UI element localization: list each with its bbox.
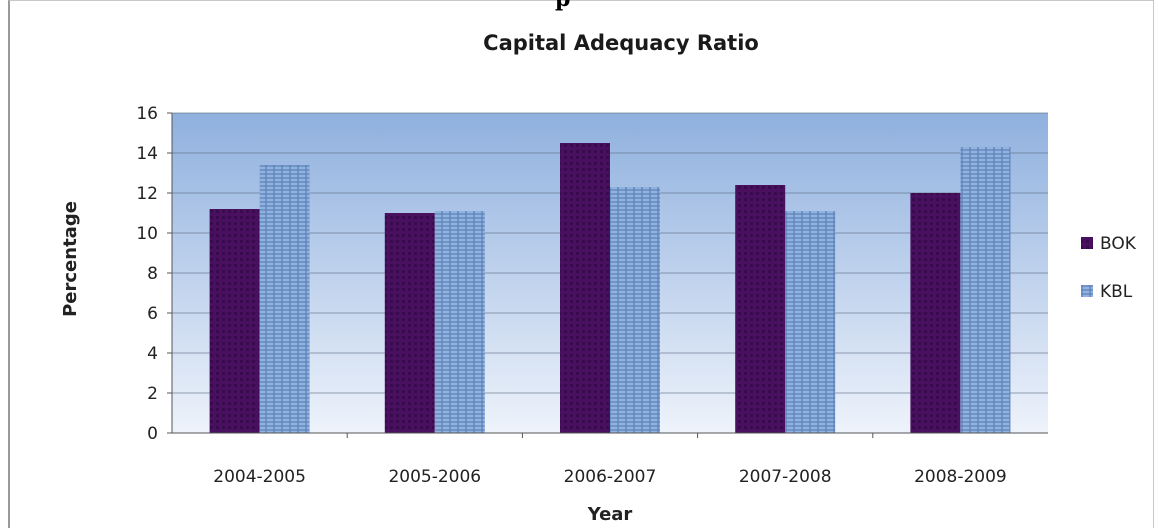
clipped-heading-fragment: p [555,0,570,12]
legend-swatch-bok [1081,237,1093,249]
legend-swatch-kbl [1081,285,1093,297]
x-tick-label: 2006-2007 [564,467,657,487]
x-tick-label: 2005-2006 [388,467,481,487]
y-tick-label: 4 [147,344,158,364]
x-axis-title: Year [587,504,633,525]
bar-bok-2007-2008 [735,185,786,433]
bar-kbl-2007-2008 [785,211,836,433]
bar-bok-2006-2007 [560,143,610,433]
x-tick-label: 2004-2005 [213,467,306,487]
y-axis-title: Percentage [60,201,81,317]
y-tick-label: 14 [136,144,158,164]
y-tick-label: 12 [136,184,158,204]
y-axis-ticks: 0 2 4 6 8 10 12 14 16 [136,104,172,444]
bar-kbl-2008-2009 [960,147,1011,433]
x-tick-label: 2007-2008 [739,467,832,487]
legend-label-bok: BOK [1100,234,1137,254]
legend-label-kbl: KBL [1100,282,1133,302]
bar-kbl-2005-2006 [434,211,485,433]
y-tick-label: 16 [136,104,158,124]
legend: BOK KBL [1081,234,1137,302]
x-tick-label: 2008-2009 [914,467,1007,487]
bar-kbl-2004-2005 [259,165,310,433]
y-tick-label: 8 [147,264,158,284]
x-axis-ticks: 2004-2005 2005-2006 2006-2007 2007-2008 2008… [213,433,1007,487]
y-tick-label: 6 [147,304,158,324]
bars [209,143,1011,433]
bar-bok-2008-2009 [910,193,961,433]
y-tick-label: 2 [147,384,158,404]
chart-title: Capital Adequacy Ratio [483,31,759,55]
bar-kbl-2006-2007 [610,187,660,433]
bar-bok-2004-2005 [209,209,260,433]
y-tick-label: 10 [136,224,158,244]
bar-bok-2005-2006 [384,213,435,433]
y-tick-label: 0 [147,424,158,444]
